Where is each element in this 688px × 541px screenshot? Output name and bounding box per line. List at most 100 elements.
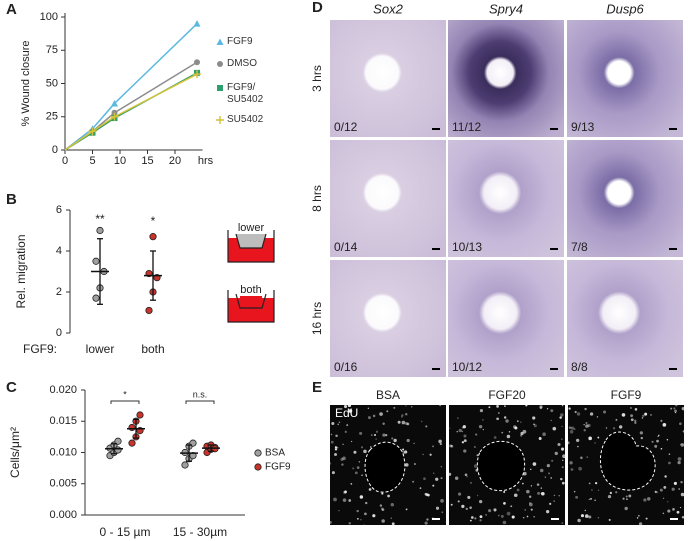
nucleus-speck [476,454,479,457]
nucleus-speck [622,497,625,500]
nucleus-speck [585,424,589,428]
nucleus-speck [561,466,564,469]
legend-label: BSA [265,448,285,459]
channel-label: EdU [335,406,358,420]
legend-marker [254,449,262,457]
nucleus-speck [524,508,527,511]
nucleus-speck [681,516,685,519]
nucleus-speck [640,436,643,440]
nucleus-speck [440,466,442,468]
nucleus-speck [608,518,611,521]
nucleus-speck [342,456,346,461]
nucleus-speck [529,502,531,504]
nucleus-speck [522,516,525,519]
series-line [64,73,198,151]
nucleus-speck [356,466,360,469]
y-tick-label: 2 [56,286,62,298]
nucleus-speck [558,495,560,497]
nucleus-speck [533,424,537,428]
nucleus-speck [342,443,344,446]
micrograph [448,260,564,377]
micrograph [567,140,683,257]
nucleus-speck [356,517,359,520]
nucleus-speck [667,501,669,503]
nucleus-speck [393,438,397,443]
nucleus-speck [391,437,394,440]
nucleus-speck [568,407,571,410]
nucleus-speck [381,507,384,510]
nucleus-speck [668,453,671,455]
y-tick-label: 25 [46,111,58,123]
nucleus-speck [475,433,478,436]
nucleus-speck [393,406,396,409]
nucleus-speck [331,422,335,426]
column-header: Spry4 [489,1,523,16]
count-label: 0/12 [334,120,358,134]
nucleus-speck [370,446,372,448]
nucleus-speck [562,459,564,462]
nucleus-speck [560,477,563,481]
nucleus-speck [500,514,504,518]
nucleus-speck [634,408,638,411]
nucleus-speck [367,407,370,409]
nucleus-speck [670,407,673,410]
nucleus-speck [673,407,676,410]
nucleus-speck [575,495,579,499]
nucleus-speck [338,421,341,424]
nucleus-speck [440,499,444,503]
nucleus-speck [386,410,389,413]
nucleus-speck [662,423,667,427]
x-tick-label: 10 [114,155,126,167]
nucleus-speck [433,472,435,474]
y-axis-label: % Wound closure [20,40,32,126]
nucleus-speck [638,522,643,526]
nucleus-speck [330,433,333,436]
nucleus-speck [336,446,339,449]
count-label: 8/8 [571,360,588,374]
nucleus-speck [590,497,592,500]
nucleus-speck [405,508,408,511]
x-axis-label: FGF9: [23,342,57,356]
bracket [185,400,215,404]
nucleus-speck [588,515,592,519]
count-label: 10/12 [452,360,482,374]
nucleus-speck [413,442,415,445]
nucleus-speck [350,440,353,443]
nucleus-speck [406,438,410,443]
nucleus-speck [539,468,544,473]
nucleus-speck [657,435,659,438]
x-tick-label: 15 [141,155,153,167]
annotation: ** [95,212,105,226]
nucleus-speck [493,436,497,439]
nucleus-speck [668,461,671,465]
nucleus-speck [488,406,491,409]
data-point [193,70,201,79]
nucleus-speck [660,447,663,450]
nucleus-speck [573,490,576,493]
nucleus-speck [367,416,371,420]
nucleus-speck [458,428,462,433]
nucleus-speck [561,404,564,407]
data-point [181,461,189,469]
nucleus-speck [609,491,613,495]
nucleus-speck [330,440,334,444]
count-label: 10/13 [452,240,482,254]
nucleus-speck [612,427,616,430]
nucleus-speck [503,502,506,505]
row-label: 3 hrs [310,65,324,92]
nucleus-speck [522,482,524,485]
legend-marker [254,463,262,471]
nucleus-speck [561,447,565,451]
nucleus-speck [588,482,591,485]
nucleus-speck [570,426,575,430]
nucleus-speck [550,419,552,422]
nucleus-speck [580,456,583,460]
nucleus-speck [664,475,667,478]
nucleus-speck [528,502,533,507]
nucleus-speck [387,494,390,498]
data-point [88,127,97,136]
nucleus-speck [516,420,519,423]
x-tick-label: 5 [89,155,95,167]
nucleus-speck [553,500,555,502]
